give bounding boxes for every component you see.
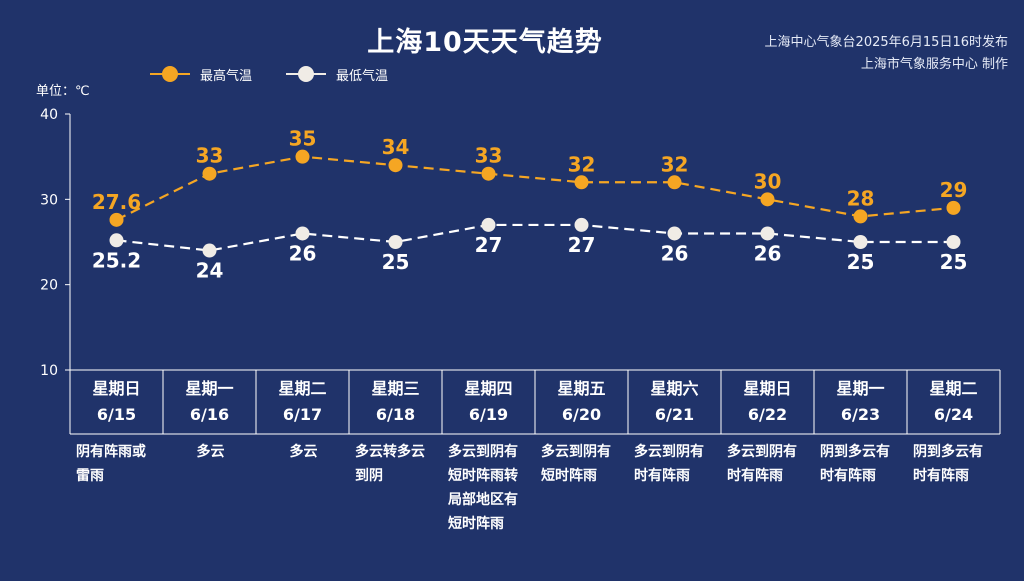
data-label-low: 26 — [754, 241, 782, 265]
day-cell: 星期一 6/16 — [163, 370, 256, 434]
data-label-low: 26 — [289, 241, 317, 265]
day-cell: 星期三 6/18 — [349, 370, 442, 434]
data-point-low — [202, 243, 217, 258]
date-label: 6/23 — [840, 405, 881, 424]
weather-description: 多云转多云到阴 — [355, 444, 425, 484]
data-point-low — [109, 233, 124, 248]
legend: 最高气温 最低气温 — [150, 64, 388, 84]
day-cell: 星期五 6/20 — [535, 370, 628, 434]
data-label-high: 32 — [661, 152, 689, 176]
data-point-high — [853, 209, 868, 224]
data-label-low: 26 — [661, 241, 689, 265]
data-label-high: 35 — [289, 127, 317, 151]
data-point-high — [202, 166, 217, 181]
weather-description: 多云到阴有短时阵雨转局部地区有短时阵雨 — [448, 444, 518, 532]
data-point-high — [481, 166, 496, 181]
weekday-label: 星期二 — [278, 379, 327, 398]
chart-title: 上海10天天气趋势 — [367, 27, 603, 58]
data-label-low: 27 — [568, 233, 596, 257]
source-info: 上海中心气象台2025年6月15日16时发布 上海市气象服务中心 制作 — [765, 32, 1008, 76]
day-cell: 星期六 6/21 — [628, 370, 721, 434]
weekday-label: 星期三 — [371, 379, 420, 398]
weekday-label: 星期一 — [836, 379, 885, 398]
legend-item-high: 最高气温 — [150, 64, 252, 84]
data-point-low — [853, 235, 868, 249]
date-label: 6/15 — [96, 405, 137, 424]
y-tick-label: 20 — [40, 278, 58, 294]
weekday-label: 星期五 — [557, 379, 606, 398]
data-point-high — [946, 200, 961, 215]
source-line-1: 上海中心气象台2025年6月15日16时发布 — [764, 35, 1008, 50]
source-line-2: 上海市气象服务中心 制作 — [860, 57, 1008, 72]
weather-description: 多云 — [196, 444, 225, 460]
y-tick-label: 10 — [40, 363, 58, 379]
data-label-high: 29 — [940, 178, 968, 202]
weekday-label: 星期一 — [185, 379, 234, 398]
data-label-high: 33 — [475, 144, 503, 168]
date-label: 6/18 — [375, 405, 416, 424]
data-point-low — [481, 217, 496, 232]
series-line-low — [116, 223, 954, 252]
unit-label: 单位：℃ — [36, 84, 90, 99]
data-point-low — [946, 235, 961, 249]
date-label: 6/16 — [189, 405, 230, 424]
date-label: 6/17 — [282, 405, 323, 424]
data-label-low: 24 — [196, 259, 224, 283]
data-label-low: 25.2 — [92, 248, 141, 272]
data-point-high — [574, 175, 589, 190]
weekday-label: 星期六 — [650, 379, 699, 398]
data-point-high — [667, 175, 682, 190]
series-line-high — [116, 155, 954, 221]
data-label-high: 28 — [847, 186, 875, 210]
data-point-high — [388, 158, 403, 173]
data-label-high: 32 — [568, 152, 596, 176]
data-point-low — [295, 226, 310, 241]
weekday-label: 星期日 — [92, 379, 141, 398]
data-point-high — [109, 212, 124, 227]
day-cell: 星期日 6/22 — [721, 370, 814, 434]
date-label: 6/21 — [654, 405, 695, 424]
date-label: 6/22 — [747, 405, 788, 424]
weekday-label: 星期二 — [929, 379, 978, 398]
legend-swatch-low — [286, 64, 327, 84]
weather-description: 阴有阵雨或雷雨 — [76, 444, 146, 484]
data-point-high — [295, 149, 310, 164]
data-label-low: 25 — [847, 250, 875, 274]
data-label-low: 27 — [475, 233, 503, 257]
data-point-low — [760, 226, 775, 241]
weather-description: 阴到多云有时有阵雨 — [820, 444, 890, 484]
day-cell: 星期一 6/23 — [814, 370, 907, 434]
legend-label-low: 最低气温 — [336, 68, 389, 84]
day-cell: 星期四 6/19 — [442, 370, 535, 434]
weekday-label: 星期日 — [743, 379, 792, 398]
data-point-high — [760, 192, 775, 207]
data-label-high: 33 — [196, 144, 224, 168]
data-point-low — [388, 235, 403, 249]
data-label-low: 25 — [940, 250, 968, 274]
data-point-low — [574, 217, 589, 232]
legend-label-high: 最高气温 — [200, 68, 253, 84]
day-cell: 星期二 6/17 — [256, 370, 349, 434]
legend-item-low: 最低气温 — [286, 64, 388, 84]
weather-description: 多云 — [289, 444, 318, 460]
data-label-low: 25 — [382, 250, 410, 274]
legend-swatch-high — [150, 64, 190, 84]
weather-description: 多云到阴有短时阵雨 — [541, 444, 611, 484]
date-label: 6/24 — [933, 405, 974, 424]
y-tick-label: 30 — [40, 192, 58, 208]
date-label: 6/20 — [561, 405, 602, 424]
day-cell: 星期二 6/24 — [907, 370, 1000, 434]
day-cell: 星期日 6/15 — [70, 370, 163, 434]
weather-description: 多云到阴有时有阵雨 — [727, 444, 797, 484]
weather-description: 多云到阴有时有阵雨 — [634, 444, 704, 484]
weekday-label: 星期四 — [464, 379, 513, 398]
date-label: 6/19 — [468, 405, 509, 424]
data-point-low — [667, 226, 682, 241]
data-label-high: 27.6 — [92, 190, 141, 214]
data-label-high: 34 — [382, 135, 410, 159]
y-tick-label: 40 — [40, 107, 58, 123]
data-label-high: 30 — [754, 169, 782, 193]
weather-description: 阴到多云有时有阵雨 — [913, 444, 983, 484]
